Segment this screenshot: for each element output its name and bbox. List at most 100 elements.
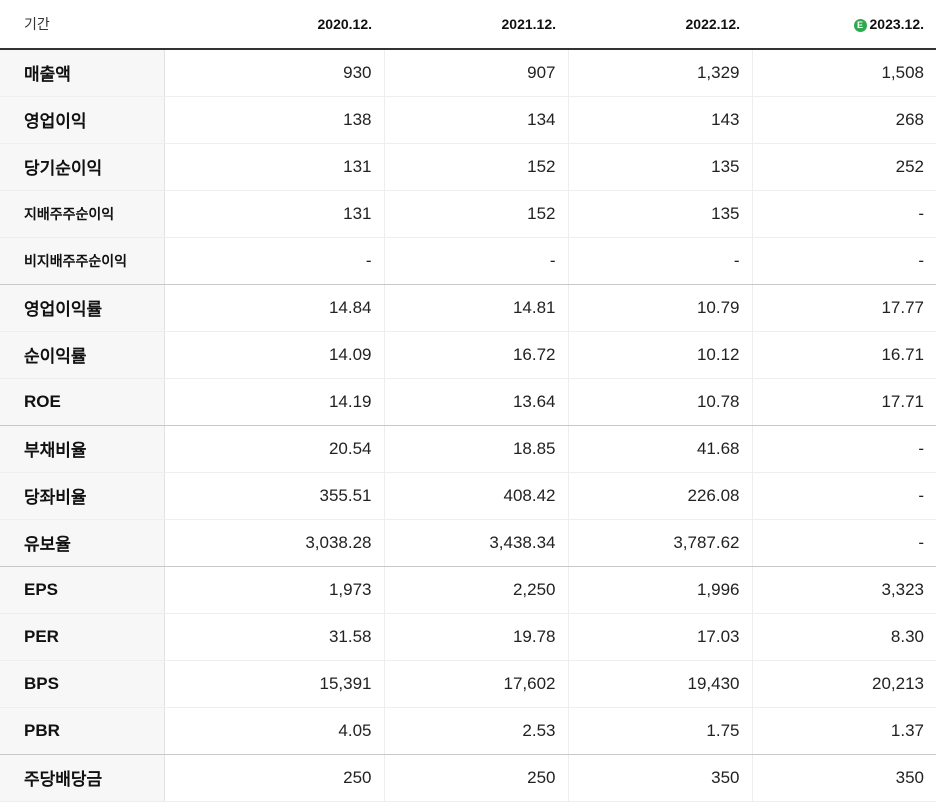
row-label: 당좌비율 bbox=[0, 472, 165, 520]
table-cell: - bbox=[752, 237, 936, 285]
table-row: 주당배당금 250 250 350 350 bbox=[0, 754, 936, 802]
table-cell: 31.58 bbox=[164, 613, 385, 661]
period-header: 2020.12. bbox=[164, 0, 384, 50]
table-cell: 17,602 bbox=[384, 660, 569, 708]
row-label: 매출액 bbox=[0, 49, 165, 97]
table-cell: - bbox=[752, 425, 936, 473]
table-header-row: 기간 2020.12. 2021.12. 2022.12. E 2023.12. bbox=[0, 0, 936, 50]
table-row: ROE 14.19 13.64 10.78 17.71 bbox=[0, 378, 936, 426]
table-cell: - bbox=[752, 519, 936, 567]
estimate-icon: E bbox=[853, 19, 867, 32]
table-cell: 14.81 bbox=[384, 284, 569, 332]
table-row: 당좌비율 355.51 408.42 226.08 - bbox=[0, 472, 936, 520]
table-cell: 17.71 bbox=[752, 378, 936, 426]
table-cell: 1,508 bbox=[752, 49, 936, 97]
row-label: PER bbox=[0, 613, 165, 661]
table-cell: 250 bbox=[164, 754, 385, 802]
table-cell: 8.30 bbox=[752, 613, 936, 661]
table-row: 유보율 3,038.28 3,438.34 3,787.62 - bbox=[0, 519, 936, 567]
table-cell: 14.84 bbox=[164, 284, 385, 332]
table-cell: 250 bbox=[384, 754, 569, 802]
table-cell: 14.09 bbox=[164, 331, 385, 379]
table-cell: 16.72 bbox=[384, 331, 569, 379]
table-row: PBR 4.05 2.53 1.75 1.37 bbox=[0, 707, 936, 755]
table-cell: 138 bbox=[164, 96, 385, 144]
table-cell: 135 bbox=[568, 190, 753, 238]
table-cell: 408.42 bbox=[384, 472, 569, 520]
table-cell: - bbox=[752, 190, 936, 238]
table-cell: - bbox=[752, 472, 936, 520]
table-cell: 131 bbox=[164, 143, 385, 191]
table-cell: 16.71 bbox=[752, 331, 936, 379]
table-cell: - bbox=[384, 237, 569, 285]
table-row: 순이익률 14.09 16.72 10.12 16.71 bbox=[0, 331, 936, 379]
row-label: 지배주주순이익 bbox=[0, 190, 165, 238]
row-label: 순이익률 bbox=[0, 331, 165, 379]
table-cell: 10.12 bbox=[568, 331, 753, 379]
row-label: EPS bbox=[0, 566, 165, 614]
table-cell: 268 bbox=[752, 96, 936, 144]
table-cell: 907 bbox=[384, 49, 569, 97]
table-cell: 226.08 bbox=[568, 472, 753, 520]
table-cell: - bbox=[164, 237, 385, 285]
table-row: 영업이익 138 134 143 268 bbox=[0, 96, 936, 144]
table-row: 부채비율 20.54 18.85 41.68 - bbox=[0, 425, 936, 473]
table-cell: 1.75 bbox=[568, 707, 753, 755]
table-row: BPS 15,391 17,602 19,430 20,213 bbox=[0, 660, 936, 708]
row-label: 유보율 bbox=[0, 519, 165, 567]
table-cell: 4.05 bbox=[164, 707, 385, 755]
row-label: 당기순이익 bbox=[0, 143, 165, 191]
table-row: PER 31.58 19.78 17.03 8.30 bbox=[0, 613, 936, 661]
table-cell: 1,329 bbox=[568, 49, 753, 97]
table-row: EPS 1,973 2,250 1,996 3,323 bbox=[0, 566, 936, 614]
table-cell: 930 bbox=[164, 49, 385, 97]
table-cell: 1,996 bbox=[568, 566, 753, 614]
table-cell: 134 bbox=[384, 96, 569, 144]
table-cell: 17.03 bbox=[568, 613, 753, 661]
row-label: PBR bbox=[0, 707, 165, 755]
table-cell: 41.68 bbox=[568, 425, 753, 473]
table-cell: 3,787.62 bbox=[568, 519, 753, 567]
row-label: 부채비율 bbox=[0, 425, 165, 473]
table-cell: 135 bbox=[568, 143, 753, 191]
table-cell: 10.79 bbox=[568, 284, 753, 332]
row-label: 영업이익 bbox=[0, 96, 165, 144]
row-label: 영업이익률 bbox=[0, 284, 165, 332]
table-cell: 18.85 bbox=[384, 425, 569, 473]
table-row: 비지배주주순이익 - - - - bbox=[0, 237, 936, 285]
period-header: 2021.12. bbox=[384, 0, 568, 50]
table-cell: 350 bbox=[568, 754, 753, 802]
table-cell: 152 bbox=[384, 190, 569, 238]
table-cell: 2,250 bbox=[384, 566, 569, 614]
table-row: 지배주주순이익 131 152 135 - bbox=[0, 190, 936, 238]
table-cell: 3,438.34 bbox=[384, 519, 569, 567]
table-cell: 252 bbox=[752, 143, 936, 191]
table-row: 영업이익률 14.84 14.81 10.79 17.77 bbox=[0, 284, 936, 332]
table-cell: 20.54 bbox=[164, 425, 385, 473]
row-label: 비지배주주순이익 bbox=[0, 237, 165, 285]
table-cell: - bbox=[568, 237, 753, 285]
table-cell: 143 bbox=[568, 96, 753, 144]
period-label: 기간 bbox=[0, 0, 164, 50]
table-cell: 15,391 bbox=[164, 660, 385, 708]
row-label: 주당배당금 bbox=[0, 754, 165, 802]
table-cell: 14.19 bbox=[164, 378, 385, 426]
row-label: ROE bbox=[0, 378, 165, 426]
table-cell: 1,973 bbox=[164, 566, 385, 614]
table-cell: 10.78 bbox=[568, 378, 753, 426]
table-cell: 131 bbox=[164, 190, 385, 238]
table-cell: 19,430 bbox=[568, 660, 753, 708]
table-row: 매출액 930 907 1,329 1,508 bbox=[0, 49, 936, 97]
table-cell: 17.77 bbox=[752, 284, 936, 332]
table-cell: 350 bbox=[752, 754, 936, 802]
table-cell: 19.78 bbox=[384, 613, 569, 661]
table-cell: 355.51 bbox=[164, 472, 385, 520]
period-header-label: 2023.12. bbox=[869, 16, 925, 32]
table-cell: 3,323 bbox=[752, 566, 936, 614]
table-cell: 2.53 bbox=[384, 707, 569, 755]
table-row: 당기순이익 131 152 135 252 bbox=[0, 143, 936, 191]
row-label: BPS bbox=[0, 660, 165, 708]
table-cell: 1.37 bbox=[752, 707, 936, 755]
table-cell: 152 bbox=[384, 143, 569, 191]
